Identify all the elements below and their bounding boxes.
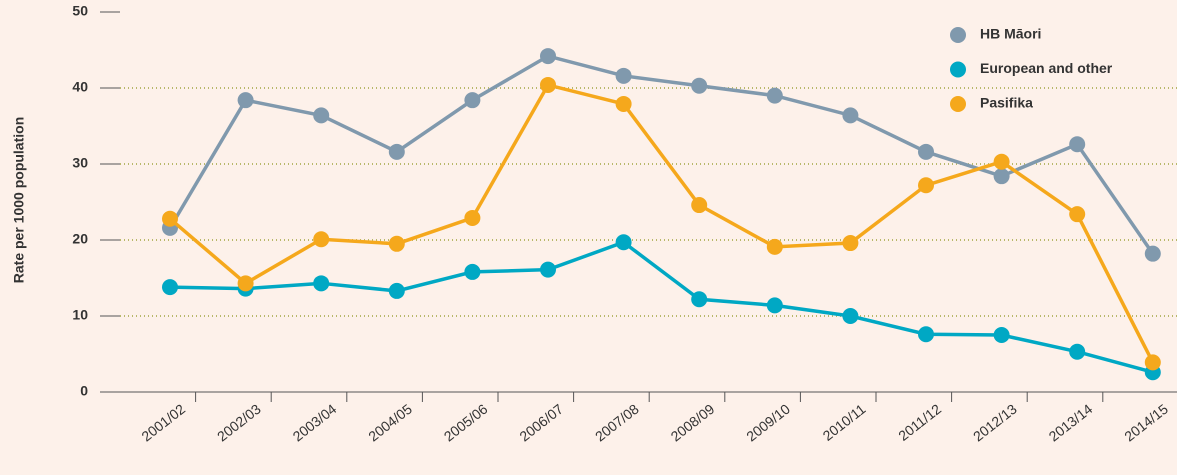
data-point: [464, 263, 481, 280]
data-point: [313, 275, 330, 292]
data-point: [766, 238, 783, 255]
legend-marker: [950, 96, 966, 112]
series-line: [168, 54, 1155, 255]
data-point: [464, 209, 481, 226]
data-point: [388, 235, 405, 252]
data-point: [615, 95, 632, 112]
data-point: [993, 153, 1010, 170]
data-point: [540, 48, 556, 65]
data-point: [237, 275, 254, 292]
data-point: [162, 279, 178, 296]
y-tick-label: 20: [72, 231, 88, 247]
data-point: [993, 327, 1010, 343]
y-tick-label: 50: [72, 3, 88, 19]
data-point: [691, 291, 708, 308]
series-line: [168, 82, 1155, 364]
y-tick-label: 10: [72, 307, 88, 323]
y-tick-label: 30: [72, 155, 88, 171]
legend-marker: [950, 61, 966, 78]
y-axis-label: Rate per 1000 population: [11, 117, 27, 283]
data-point: [766, 87, 783, 104]
data-point: [842, 308, 859, 324]
data-point: [691, 197, 708, 214]
data-point: [1069, 206, 1086, 223]
data-point: [388, 282, 405, 299]
data-point: [918, 143, 934, 160]
data-point: [691, 77, 708, 94]
data-point: [1069, 136, 1086, 153]
data-point: [388, 143, 405, 160]
legend-label: European and other: [980, 60, 1113, 76]
data-point: [540, 261, 556, 278]
data-point: [615, 234, 632, 251]
series-line: [169, 240, 1154, 374]
data-point: [842, 235, 859, 252]
legend-marker: [950, 27, 966, 43]
data-point: [1144, 245, 1161, 262]
data-point: [766, 297, 783, 314]
data-point: [237, 92, 254, 109]
data-point: [313, 107, 330, 124]
data-point: [1069, 343, 1086, 360]
data-point: [313, 231, 330, 248]
data-point: [993, 168, 1010, 185]
data-point: [464, 92, 481, 109]
data-point: [918, 177, 934, 194]
y-tick-label: 0: [80, 383, 88, 399]
legend-label: HB Māori: [980, 26, 1041, 42]
data-point: [540, 76, 556, 93]
y-tick-label: 40: [72, 79, 88, 95]
data-point: [162, 210, 178, 227]
data-point: [615, 67, 632, 84]
data-point: [842, 107, 859, 124]
data-point: [1144, 354, 1161, 371]
data-point: [918, 326, 934, 343]
legend-label: Pasifika: [980, 95, 1033, 111]
